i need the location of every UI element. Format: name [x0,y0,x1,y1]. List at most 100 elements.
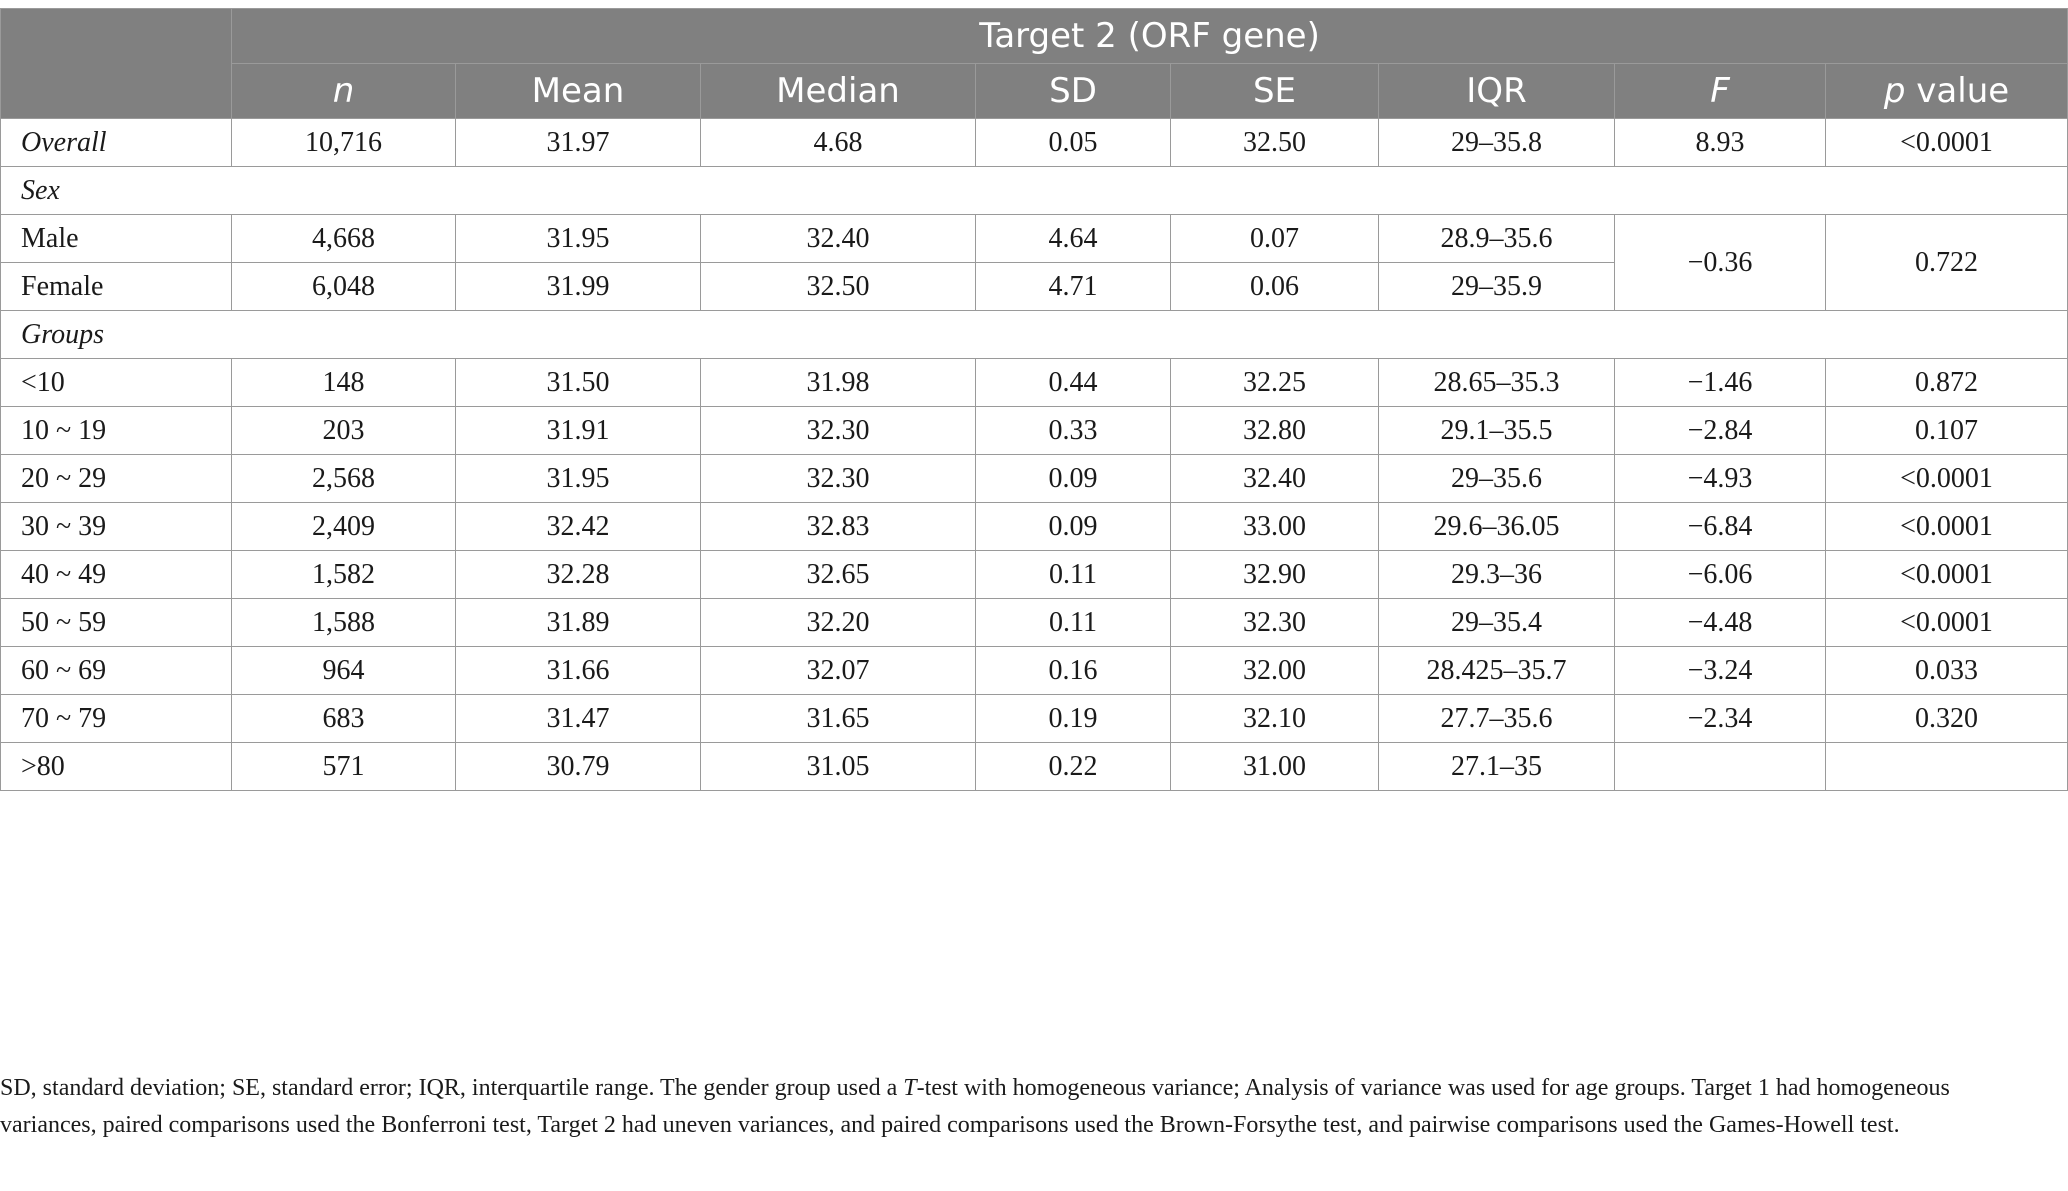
cell-n: 2,409 [231,502,456,551]
cell-se: 32.40 [1170,454,1379,503]
cell-iqr: 29–35.8 [1378,118,1615,167]
cell-f: −4.93 [1614,454,1826,503]
col-header-se: SE [1170,63,1379,119]
cell-mean: 31.95 [455,454,701,503]
row-label: Female [0,262,232,311]
table-row: <10 148 31.50 31.98 0.44 32.25 28.65–35.3 −1.46… [0,358,2068,407]
cell-sd: 0.33 [975,406,1171,455]
col-header-p-value: p value [1824,63,2068,119]
cell-se: 31.00 [1170,742,1379,791]
cell-sd: 0.22 [975,742,1171,791]
cell-iqr: 29–35.6 [1378,454,1615,503]
cell-mean: 31.99 [455,262,701,311]
row-label: 40 ~ 49 [0,550,232,599]
cell-n: 6,048 [231,262,456,311]
cell-mean: 30.79 [455,742,701,791]
col-header-f: F [1614,63,1826,119]
table-row: 10 ~ 19 203 31.91 32.30 0.33 32.80 29.1–35.5 −2… [0,406,2068,455]
col-header-n: n [231,63,456,119]
row-label: 30 ~ 39 [0,502,232,551]
cell-median: 32.20 [700,598,976,647]
table-title: Target 2 (ORF gene) [230,8,2068,64]
header-row-title: Target 2 (ORF gene) [0,8,2068,119]
cell-n: 683 [231,694,456,743]
cell-p [1824,742,2068,791]
cell-mean: 31.50 [455,358,701,407]
cell-p: 0.033 [1824,646,2068,695]
cell-n: 10,716 [231,118,456,167]
cell-median: 4.68 [700,118,976,167]
cell-iqr: 29–35.4 [1378,598,1615,647]
cell-median: 32.40 [700,214,976,263]
cell-median: 32.30 [700,454,976,503]
cell-iqr: 29–35.9 [1378,262,1615,311]
cell-mean: 31.91 [455,406,701,455]
cell-sd: 4.71 [975,262,1171,311]
cell-sd: 0.16 [975,646,1171,695]
cell-sd: 0.09 [975,454,1171,503]
row-label: >80 [0,742,232,791]
cell-n: 964 [231,646,456,695]
cell-p: 0.872 [1824,358,2068,407]
cell-mean: 31.47 [455,694,701,743]
table-row: 60 ~ 69 964 31.66 32.07 0.16 32.00 28.425–35.7… [0,646,2068,695]
col-header-median: Median [700,63,976,119]
table-row: 30 ~ 39 2,409 32.42 32.83 0.09 33.00 29.6–36.0… [0,502,2068,551]
cell-iqr: 28.65–35.3 [1378,358,1615,407]
cell-f-sex: −0.36 [1614,214,1826,311]
cell-mean: 31.95 [455,214,701,263]
row-label: Overall [0,118,232,167]
cell-mean: 31.97 [455,118,701,167]
cell-p: <0.0001 [1824,502,2068,551]
cell-median: 32.30 [700,406,976,455]
cell-p: <0.0001 [1824,454,2068,503]
cell-median: 32.65 [700,550,976,599]
cell-p-sex: 0.722 [1824,214,2068,311]
section-row-sex: Sex [0,166,2068,215]
footnote-part1: SD, standard deviation; SE, standard err… [0,1075,904,1101]
table-row: Male 4,668 31.95 32.40 4.64 0.07 28.9–35… [0,214,2068,311]
row-label: Male [0,214,232,263]
row-label: 50 ~ 59 [0,598,232,647]
cell-iqr: 27.7–35.6 [1378,694,1615,743]
cell-n: 571 [231,742,456,791]
cell-f: −2.34 [1614,694,1826,743]
table-row: >80 571 30.79 31.05 0.22 31.00 27.1–35 [0,742,2068,791]
footnote-t: T [903,1075,917,1101]
cell-sd: 0.09 [975,502,1171,551]
cell-sd: 0.19 [975,694,1171,743]
cell-p: <0.0001 [1824,598,2068,647]
cell-n: 4,668 [231,214,456,263]
cell-median: 32.50 [700,262,976,311]
section-row-groups: Groups [0,310,2068,359]
cell-mean: 31.66 [455,646,701,695]
table-row: 50 ~ 59 1,588 31.89 32.20 0.11 32.30 29–35.4 −4… [0,598,2068,647]
p-letter: p [1883,71,1906,111]
cell-iqr: 29.1–35.5 [1378,406,1615,455]
row-label: 60 ~ 69 [0,646,232,695]
cell-f: 8.93 [1614,118,1826,167]
cell-f [1614,742,1826,791]
cell-median: 32.07 [700,646,976,695]
table-row: 20 ~ 29 2,568 31.95 32.30 0.09 32.40 29–35.6 −4… [0,454,2068,503]
header-corner-cell [0,8,232,119]
group-rows: <10 148 31.50 31.98 0.44 32.25 28.65–35.3 −1.46… [0,358,2068,791]
cell-sd: 0.11 [975,598,1171,647]
cell-median: 31.98 [700,358,976,407]
cell-mean: 32.42 [455,502,701,551]
cell-n: 1,582 [231,550,456,599]
cell-p: <0.0001 [1824,118,2068,167]
value-word: value [1905,71,2010,111]
table-footnote: SD, standard deviation; SE, standard err… [0,1070,2040,1144]
cell-sd: 0.05 [975,118,1171,167]
cell-median: 31.05 [700,742,976,791]
cell-mean: 32.28 [455,550,701,599]
cell-se: 32.50 [1170,118,1379,167]
cell-sd: 0.11 [975,550,1171,599]
cell-f: −4.48 [1614,598,1826,647]
cell-iqr: 28.9–35.6 [1378,214,1615,263]
cell-se: 0.07 [1170,214,1379,263]
cell-f: −2.84 [1614,406,1826,455]
cell-mean: 31.89 [455,598,701,647]
col-header-mean: Mean [455,63,701,119]
